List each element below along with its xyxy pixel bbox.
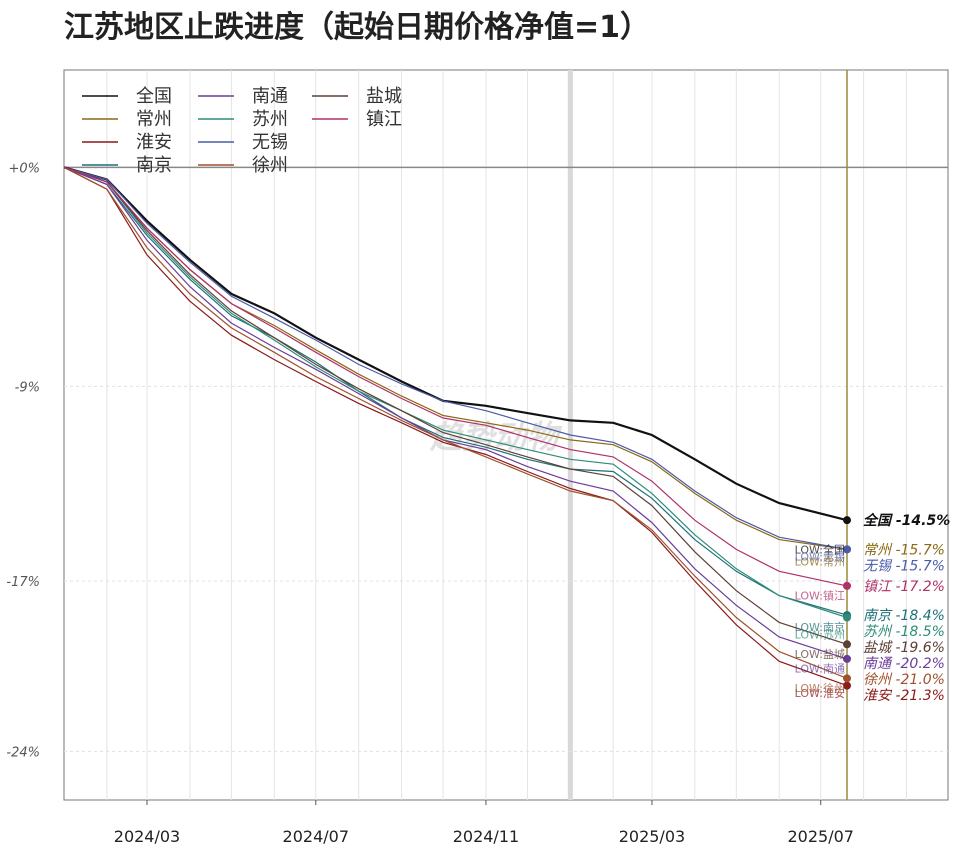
legend-label: 镇江: [366, 109, 402, 130]
legend-label: 无锡: [252, 132, 288, 153]
x-tick-label: 2025/07: [787, 827, 853, 846]
end-label: 无锡 -15.7%: [863, 558, 945, 574]
series-end-point-无锡: [843, 545, 852, 554]
series-line-苏州: [63, 166, 848, 619]
legend-item: 全国: [82, 86, 172, 107]
end-label: 镇江 -17.2%: [863, 579, 945, 595]
legend-label: 南京: [136, 155, 172, 176]
series-end-point-徐州: [843, 674, 852, 683]
series-line-淮安: [63, 166, 848, 687]
legend-item: 淮安: [82, 132, 172, 153]
series-end-point-苏州: [843, 613, 852, 622]
end-label: 苏州 -18.5%: [863, 624, 945, 640]
x-tick-label: 2025/03: [619, 827, 685, 846]
y-tick-label: +0%: [8, 161, 40, 176]
series-layer: [63, 166, 852, 690]
low-label: LOW:全国: [795, 542, 845, 556]
end-label: 常州 -15.7%: [863, 542, 945, 558]
legend-label: 盐城: [366, 86, 402, 107]
legend-label: 淮安: [136, 132, 172, 153]
chart-title: 江苏地区止跌进度（起始日期价格净值=1）: [64, 10, 651, 45]
low-label: LOW:徐州: [795, 681, 845, 695]
legend-item: 常州: [82, 109, 172, 130]
legend-label: 常州: [136, 109, 172, 130]
series-line-镇江: [63, 166, 848, 587]
series-end-point-淮安: [843, 681, 852, 690]
legend-item: 南通: [198, 86, 288, 107]
legend-item: 镇江: [312, 109, 402, 130]
series-end-point-全国: [843, 516, 852, 525]
x-tick-label: 2024/03: [114, 827, 180, 846]
legend-item: 徐州: [198, 155, 288, 176]
y-tick-label: -24%: [6, 745, 40, 760]
series-end-point-南通: [843, 654, 852, 663]
legend-item: 南京: [82, 155, 172, 176]
end-label: 全国 -14.5%: [863, 512, 950, 529]
legend-label: 徐州: [252, 155, 288, 176]
legend-label: 全国: [136, 86, 172, 107]
x-tick-label: 2024/07: [283, 827, 349, 846]
low-label: LOW:无锡: [795, 550, 845, 564]
axis-layer: +0% -9% -17% -24% 2024/03 2024/07 2024/11 2025/…: [6, 161, 854, 846]
plot-area: [63, 69, 949, 801]
legend-label: 南通: [252, 86, 288, 107]
legend-item: 盐城: [312, 86, 402, 107]
series-line-无锡: [63, 166, 848, 550]
series-line-徐州: [63, 166, 848, 679]
end-label: 徐州 -21.0%: [863, 672, 945, 688]
legend-item: 无锡: [198, 132, 288, 153]
series-end-point-盐城: [843, 640, 852, 649]
low-label: LOW:镇江: [795, 589, 845, 603]
end-label: 南通 -20.2%: [863, 656, 945, 672]
end-label: 南京 -18.4%: [863, 608, 945, 624]
low-label: LOW:常州: [795, 556, 845, 569]
series-line-南京: [63, 166, 848, 616]
y-tick-label: -17%: [6, 575, 40, 590]
low-label: LOW:苏州: [795, 629, 845, 642]
legend-label: 苏州: [252, 109, 288, 130]
low-label: LOW:盐城: [795, 648, 845, 661]
low-label: LOW:淮安: [795, 686, 845, 700]
y-tick-label: -9%: [15, 380, 40, 395]
low-label: LOW:南通: [795, 663, 845, 676]
end-label: 淮安 -21.3%: [863, 688, 945, 704]
series-line-盐城: [63, 166, 848, 645]
end-label: 盐城 -19.6%: [863, 640, 945, 656]
series-end-point-镇江: [843, 581, 852, 590]
low-label: LOW:南京: [795, 620, 845, 634]
legend-item: 苏州: [198, 109, 288, 130]
x-tick-label: 2024/11: [453, 827, 519, 846]
